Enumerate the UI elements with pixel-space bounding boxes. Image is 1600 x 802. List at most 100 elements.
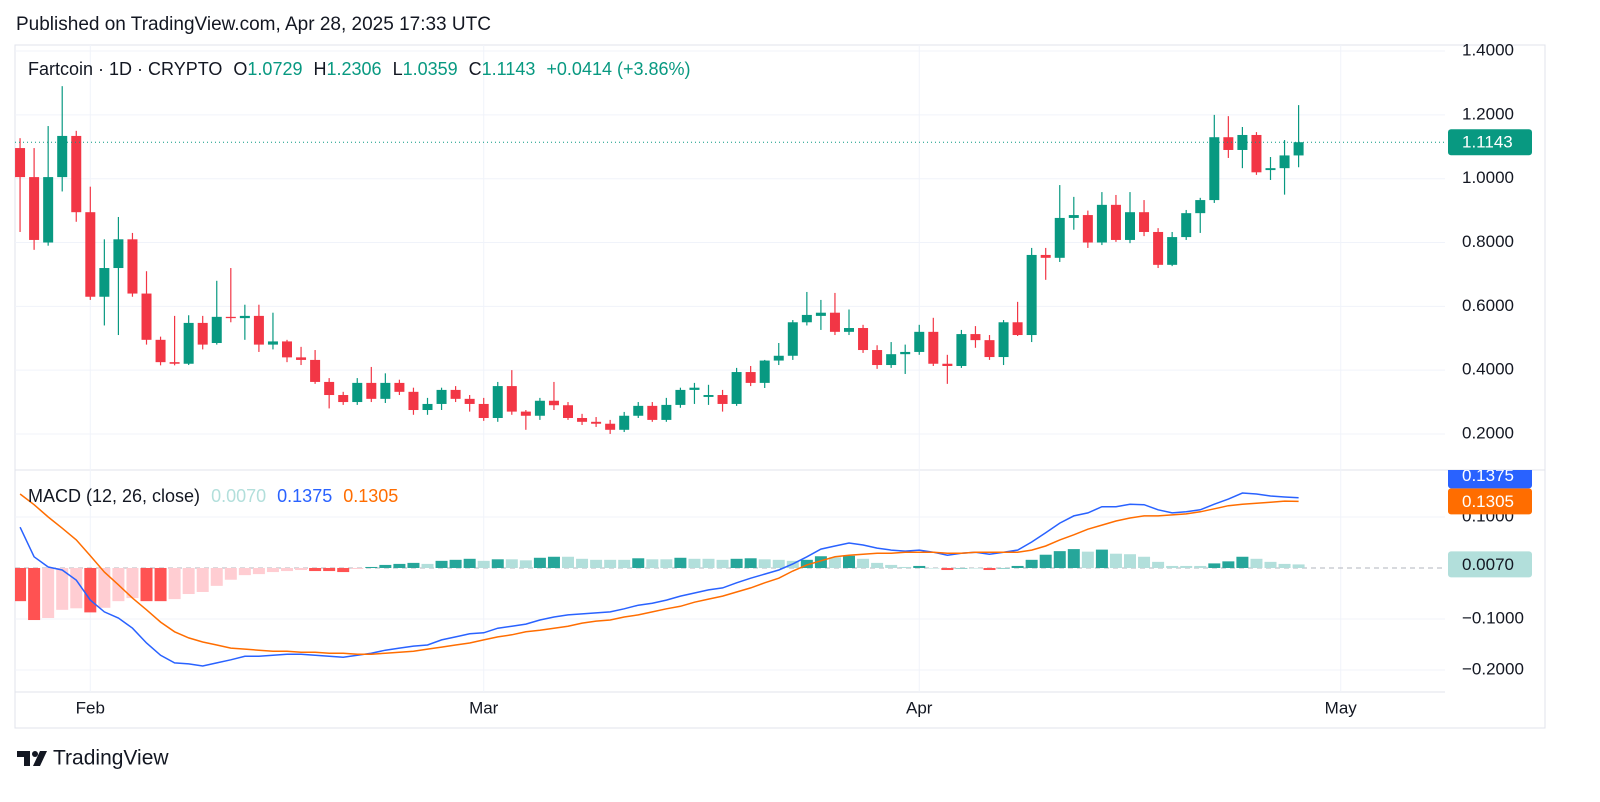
histogram-bar [899, 566, 912, 568]
x-tick-label: May [1325, 698, 1358, 717]
histogram-bar [70, 567, 83, 609]
histogram-bar [716, 559, 729, 568]
series-last-box [1448, 470, 1532, 489]
histogram-bar [337, 567, 350, 573]
candle-body [1181, 213, 1192, 238]
histogram-bar [1180, 565, 1193, 568]
histogram-bar [407, 562, 420, 568]
candle-body [282, 341, 293, 358]
candle-body [591, 421, 602, 424]
legend-letter: C [469, 59, 482, 79]
open-value: 1.0729 [247, 59, 302, 79]
y-tick-label: 1.2000 [1462, 104, 1514, 123]
histogram-bar [1250, 558, 1263, 568]
candle-body [984, 340, 995, 358]
candle-body [731, 372, 742, 404]
candle-body [563, 405, 574, 418]
legend-letter: O [233, 59, 247, 79]
histogram-bar [126, 567, 139, 599]
macd-value: 0.1375 [277, 486, 332, 506]
candle-body [942, 363, 953, 366]
histogram-bar [1039, 554, 1052, 568]
histogram-bar [56, 567, 69, 610]
candle-body [127, 239, 138, 294]
histogram-bar [1025, 559, 1038, 568]
histogram-bar [491, 559, 504, 568]
candle-body [1125, 212, 1136, 240]
candle-body [183, 322, 194, 364]
y-tick-label: 0.4000 [1462, 360, 1514, 379]
histogram-bar [590, 559, 603, 568]
candle-body [829, 312, 840, 332]
brand-name: TradingView [53, 747, 169, 770]
histogram-bar [688, 558, 701, 568]
legend-letter: L [393, 59, 403, 79]
histogram-last-label: 0.0070 [1462, 555, 1514, 574]
signal-line [19, 493, 1299, 655]
histogram-bar [182, 567, 195, 595]
histogram-bar [505, 559, 518, 568]
histogram-bar [828, 557, 841, 568]
candle-body [914, 331, 925, 352]
candle-body [450, 389, 461, 399]
candle-body [99, 268, 110, 297]
candle-body [577, 417, 588, 422]
candle-body [815, 312, 826, 316]
candle-body [1279, 155, 1290, 169]
histogram-bar [885, 564, 898, 568]
candle-body [717, 395, 728, 404]
histogram-bar [533, 557, 546, 568]
histogram-bar [1067, 549, 1080, 568]
histogram-bar [210, 567, 223, 586]
candle-body [57, 135, 68, 178]
histogram-bar [1208, 563, 1221, 568]
brand-logo [17, 751, 47, 766]
x-tick-label: Mar [469, 698, 499, 717]
candle-body [886, 354, 897, 366]
histogram-bar [421, 563, 434, 568]
histogram-bar [913, 565, 926, 568]
candle-body [197, 322, 208, 345]
histogram-bar [1236, 556, 1249, 568]
price-pane [15, 86, 1445, 434]
candle-body [338, 395, 349, 403]
symbol-title: Fartcoin · 1D · CRYPTO [28, 59, 222, 79]
candle-body [239, 315, 250, 319]
price-legend: Fartcoin · 1D · CRYPTO O1.0729 H1.2306 L… [28, 59, 691, 79]
histogram-bar [730, 558, 743, 568]
candle-body [113, 239, 124, 269]
macd-legend: MACD (12, 26, close) 0.0070 0.1375 0.130… [28, 486, 398, 506]
histogram-bar [154, 567, 167, 602]
histogram-bar [969, 567, 982, 569]
histogram-bar [758, 559, 771, 568]
candle-body [1082, 215, 1093, 243]
x-tick-label: Feb [76, 698, 105, 717]
candle-body [1265, 168, 1276, 171]
y-tick-label: 0.8000 [1462, 232, 1514, 251]
histogram-bar [800, 559, 813, 568]
series-last-label: 0.1305 [1462, 492, 1514, 511]
histogram-bar [1124, 554, 1137, 568]
histogram-bar [238, 567, 251, 576]
y-tick-label: −0.1000 [1462, 609, 1524, 628]
candle-body [366, 382, 377, 399]
candle-body [759, 360, 770, 383]
histogram-bar [295, 567, 308, 571]
candle-body [155, 339, 166, 363]
candle-body [15, 148, 26, 178]
histogram-bar [196, 567, 209, 592]
histogram-bar [1053, 551, 1066, 568]
histogram-bar [309, 567, 322, 572]
candle-body [1139, 212, 1150, 232]
candle-body [745, 372, 756, 383]
y-tick-label: −0.2000 [1462, 660, 1524, 679]
histogram-bar [1292, 564, 1305, 568]
histogram-bar [365, 566, 378, 568]
histogram-bar [997, 567, 1010, 569]
candle-body [380, 382, 391, 399]
histogram-bar [618, 559, 631, 568]
histogram-bar [28, 567, 41, 621]
series-last-label: 0.1375 [1462, 466, 1514, 485]
histogram-bar [674, 557, 687, 568]
histogram-bar [1166, 565, 1179, 568]
